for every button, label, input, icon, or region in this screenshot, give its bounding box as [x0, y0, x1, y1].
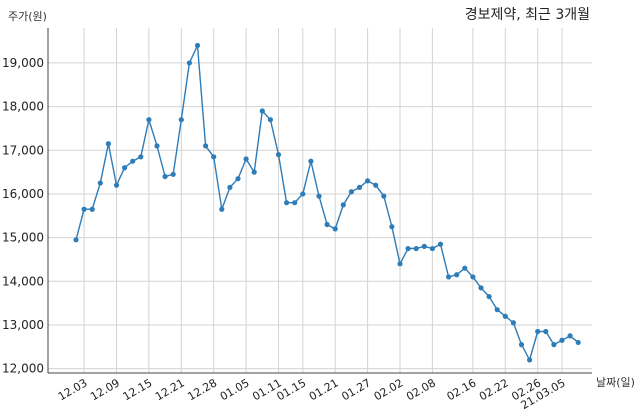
- data-point: [227, 184, 233, 190]
- data-point: [146, 117, 152, 123]
- data-point: [551, 342, 557, 348]
- data-point: [251, 169, 257, 175]
- data-point: [405, 245, 411, 252]
- data-point: [203, 143, 209, 149]
- data-point: [219, 206, 225, 212]
- data-point: [502, 313, 508, 319]
- data-point: [130, 158, 136, 164]
- data-point: [113, 182, 120, 188]
- data-point: [494, 307, 500, 313]
- x-axis-title: 날짜(일): [596, 375, 635, 389]
- data-point: [324, 221, 330, 228]
- data-point: [308, 158, 314, 164]
- data-point: [186, 60, 192, 66]
- data-point: [97, 180, 103, 186]
- data-point: [462, 265, 468, 271]
- data-point: [267, 117, 273, 123]
- data-point: [340, 202, 346, 208]
- x-tick-label: 01.05: [218, 376, 252, 403]
- data-point: [243, 156, 249, 162]
- data-point: [259, 108, 265, 114]
- axes: [47, 28, 592, 374]
- data-point: [162, 173, 168, 180]
- tick-labels: 12,000 13,000 14,000 15,000 16,000 17,000 18,0…: [2, 56, 568, 412]
- data-points: [73, 42, 581, 363]
- x-tick-label: 12.15: [121, 376, 155, 403]
- data-point: [421, 243, 427, 249]
- data-point: [397, 261, 403, 267]
- data-point: [89, 206, 95, 212]
- data-point: [356, 184, 363, 190]
- price-line: [75, 44, 579, 361]
- data-point: [292, 200, 298, 206]
- data-point: [486, 293, 492, 300]
- y-tick-label: 18,000: [2, 100, 44, 114]
- x-tick-label: 02.02: [372, 376, 406, 403]
- x-tick-label: 01.27: [339, 376, 373, 403]
- data-point: [559, 337, 565, 343]
- series-line: [75, 44, 579, 361]
- data-point: [454, 272, 460, 278]
- x-tick-label: 02.22: [477, 376, 511, 403]
- data-point: [178, 117, 184, 123]
- data-point: [81, 206, 87, 212]
- y-tick-label: 16,000: [2, 187, 44, 201]
- data-point: [470, 274, 476, 280]
- data-point: [348, 189, 354, 195]
- data-point: [170, 171, 176, 177]
- x-tick-label: 12.03: [56, 376, 90, 403]
- data-point: [478, 285, 484, 291]
- data-point: [535, 328, 541, 335]
- data-point: [373, 182, 379, 188]
- data-point: [389, 224, 395, 230]
- y-tick-label: 14,000: [2, 274, 44, 288]
- y-tick-label: 13,000: [2, 318, 44, 332]
- x-tick-label: 02.16: [445, 376, 479, 403]
- data-point: [235, 176, 241, 182]
- data-point: [275, 152, 282, 158]
- data-point: [518, 342, 525, 348]
- data-point: [567, 333, 573, 339]
- data-point: [284, 200, 290, 206]
- data-point: [429, 245, 435, 252]
- chart-title: 경보제약, 최근 3개월: [465, 7, 590, 23]
- data-point: [122, 165, 128, 171]
- data-point: [194, 42, 201, 49]
- y-tick-label: 12,000: [2, 362, 44, 376]
- x-tick-label: 12.21: [153, 376, 187, 403]
- data-point: [154, 143, 160, 149]
- data-point: [138, 154, 144, 160]
- data-point: [381, 193, 387, 199]
- y-tick-label: 15,000: [2, 231, 44, 245]
- data-point: [300, 191, 306, 197]
- data-point: [105, 141, 111, 147]
- y-tick-label: 17,000: [2, 143, 44, 157]
- data-point: [446, 274, 452, 280]
- y-tick-label: 19,000: [2, 56, 44, 70]
- data-point: [316, 193, 322, 199]
- data-point: [437, 241, 444, 247]
- x-tick-label: 02.08: [404, 376, 438, 403]
- y-axis-title: 주가(원): [8, 10, 47, 23]
- data-point: [543, 328, 549, 335]
- data-point: [73, 237, 79, 243]
- data-point: [527, 357, 533, 363]
- data-point: [211, 154, 217, 160]
- data-point: [365, 178, 371, 184]
- data-point: [510, 320, 516, 326]
- x-tick-label: 12.28: [185, 376, 219, 403]
- x-tick-label: 01.21: [307, 376, 341, 403]
- data-point: [332, 226, 338, 232]
- data-point: [413, 245, 419, 252]
- data-point: [575, 339, 581, 346]
- x-tick-label: 12.09: [88, 376, 122, 403]
